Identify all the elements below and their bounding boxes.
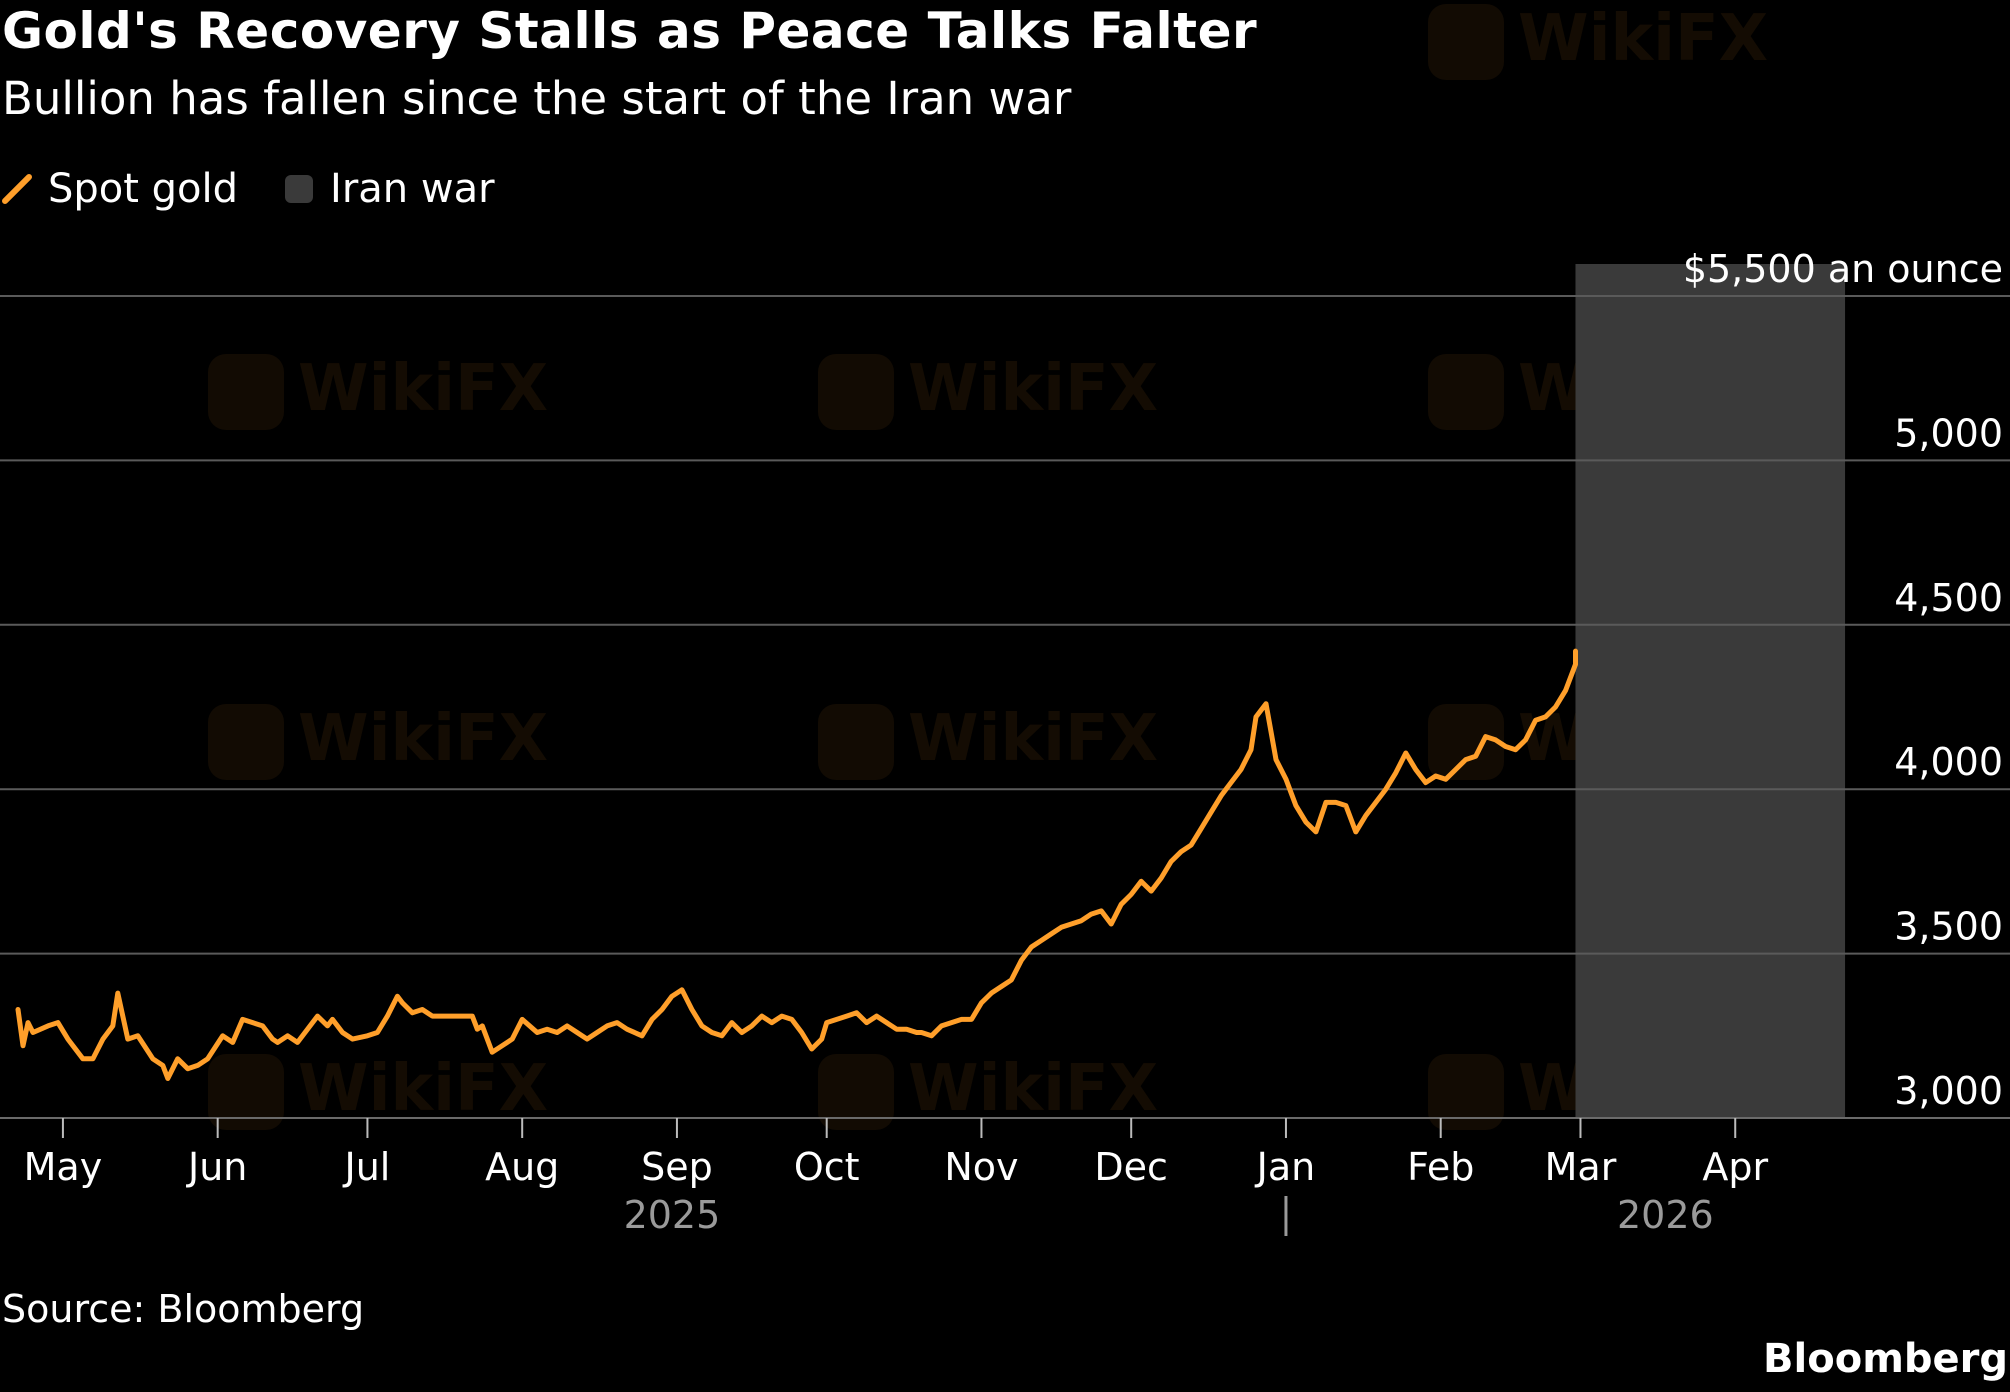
watermark: WikiFX: [208, 352, 548, 430]
legend-item-spot-gold: Spot gold: [2, 166, 238, 212]
svg-text:WikiFX: WikiFX: [298, 352, 548, 426]
x-tick-label: Nov: [944, 1145, 1018, 1189]
iran-war-shade: [1575, 264, 1846, 1118]
x-tick-label: Jul: [343, 1145, 391, 1189]
legend-label-iran-war: Iran war: [330, 166, 495, 212]
source-note: Source: Bloomberg: [2, 1287, 365, 1331]
x-axis: May Jun Jul Aug Sep Oct Nov Dec Jan Feb Mar Apr 2025…: [24, 1118, 1768, 1237]
y-tick-label: $5,500 an ounce: [1683, 247, 2003, 291]
y-tick-label: 3,500: [1894, 905, 2003, 949]
x-tick-label: Apr: [1702, 1145, 1768, 1189]
watermark: WikiFX: [818, 702, 1158, 780]
line-swatch-icon: [2, 174, 32, 204]
legend-label-spot-gold: Spot gold: [48, 166, 239, 212]
svg-text:WikiFX: WikiFX: [1518, 2, 1768, 76]
chart-title: Gold's Recovery Stalls as Peace Talks Fa…: [2, 2, 1258, 60]
x-tick-label: Oct: [794, 1145, 860, 1189]
x-tick-label: May: [24, 1145, 103, 1189]
watermark: WikiFX: [208, 702, 548, 780]
grid-lines: [0, 295, 2010, 1119]
year-label: 2026: [1617, 1193, 1714, 1237]
brand-logo: Bloomberg: [1763, 1336, 2008, 1382]
y-axis: 3,000 3,500 4,000 4,500 5,000 $5,500 an ounce: [1683, 247, 2003, 1113]
watermark-layer: WikiFX WikiFX WikiFX WikiFX WikiFX WikiFX Wiki…: [208, 2, 1768, 1130]
svg-text:WikiFX: WikiFX: [298, 702, 548, 776]
x-tick-label: Jan: [1255, 1145, 1316, 1189]
legend: Spot gold Iran war: [2, 162, 541, 216]
y-tick-label: 4,000: [1894, 740, 2003, 784]
shade-swatch-icon: [285, 175, 314, 203]
legend-item-iran-war: Iran war: [284, 166, 495, 212]
svg-text:WikiFX: WikiFX: [908, 352, 1158, 426]
y-tick-label: 3,000: [1894, 1069, 2003, 1113]
year-label: 2025: [624, 1193, 721, 1237]
shaded-regions: [1575, 264, 1846, 1118]
y-tick-label: 5,000: [1894, 411, 2003, 455]
svg-text:WikiFX: WikiFX: [298, 1052, 548, 1126]
watermark: WikiFX: [818, 352, 1158, 430]
x-tick-label: Feb: [1407, 1145, 1474, 1189]
svg-text:WikiFX: WikiFX: [908, 702, 1158, 776]
chart-subtitle: Bullion has fallen since the start of th…: [2, 72, 1072, 125]
x-tick-label: Dec: [1094, 1145, 1168, 1189]
series-layer: [15, 648, 1578, 1081]
watermark: WikiFX: [208, 1052, 548, 1130]
y-tick-label: 4,500: [1894, 576, 2003, 620]
svg-text:WikiFX: WikiFX: [908, 1052, 1158, 1126]
x-tick-label: Mar: [1545, 1145, 1617, 1189]
spot-gold-line: [15, 648, 1578, 1081]
watermark: WikiFX: [818, 1052, 1158, 1130]
x-tick-label: Jun: [186, 1145, 247, 1189]
x-tick-label: Aug: [485, 1145, 559, 1189]
watermark: WikiFX: [1428, 2, 1768, 80]
x-tick-label: Sep: [641, 1145, 713, 1189]
